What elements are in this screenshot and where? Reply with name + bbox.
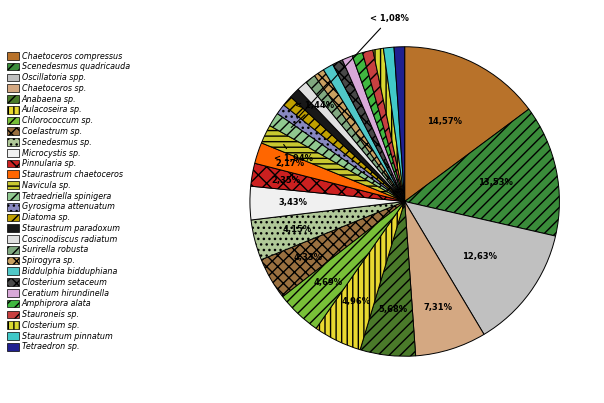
Wedge shape <box>250 186 405 220</box>
Wedge shape <box>324 64 405 202</box>
Text: < 1,08%: < 1,08% <box>297 15 409 118</box>
Wedge shape <box>405 202 556 334</box>
Wedge shape <box>251 163 405 202</box>
Wedge shape <box>262 202 405 297</box>
Wedge shape <box>270 114 405 202</box>
Wedge shape <box>405 202 484 356</box>
Wedge shape <box>333 60 405 202</box>
Wedge shape <box>394 47 405 202</box>
Wedge shape <box>373 48 405 202</box>
Text: 4,15%: 4,15% <box>282 225 312 234</box>
Wedge shape <box>352 53 405 202</box>
Text: 2,17%: 2,17% <box>275 159 304 168</box>
Wedge shape <box>251 202 405 260</box>
Wedge shape <box>255 143 405 202</box>
Wedge shape <box>262 126 405 202</box>
Text: 4,96%: 4,96% <box>342 297 371 306</box>
Text: 4,33%: 4,33% <box>294 253 323 262</box>
Text: 12,63%: 12,63% <box>462 251 497 261</box>
Wedge shape <box>360 202 416 356</box>
Wedge shape <box>316 202 405 350</box>
Text: 13,53%: 13,53% <box>478 178 513 187</box>
Text: 4,69%: 4,69% <box>313 278 342 287</box>
Wedge shape <box>342 56 405 202</box>
Text: 5,68%: 5,68% <box>378 305 407 314</box>
Wedge shape <box>291 89 405 202</box>
Text: 14,57%: 14,57% <box>428 117 463 126</box>
Wedge shape <box>298 82 405 202</box>
Text: 2,35%: 2,35% <box>271 176 300 185</box>
Wedge shape <box>306 76 405 202</box>
Wedge shape <box>384 47 405 202</box>
Text: 3,43%: 3,43% <box>279 198 308 207</box>
Wedge shape <box>283 202 405 328</box>
Wedge shape <box>277 105 405 202</box>
Wedge shape <box>362 50 405 202</box>
Text: < 1,94%: < 1,94% <box>274 145 313 163</box>
Wedge shape <box>284 97 405 202</box>
Wedge shape <box>405 47 529 202</box>
Wedge shape <box>405 109 559 236</box>
Text: < 1,44%: < 1,44% <box>291 101 335 127</box>
Legend: Chaetoceros compressus, Scenedesmus quadricauda, Oscillatoria spp., Chaetoceros : Chaetoceros compressus, Scenedesmus quad… <box>4 48 133 355</box>
Text: 7,31%: 7,31% <box>423 303 452 312</box>
Wedge shape <box>315 70 405 202</box>
